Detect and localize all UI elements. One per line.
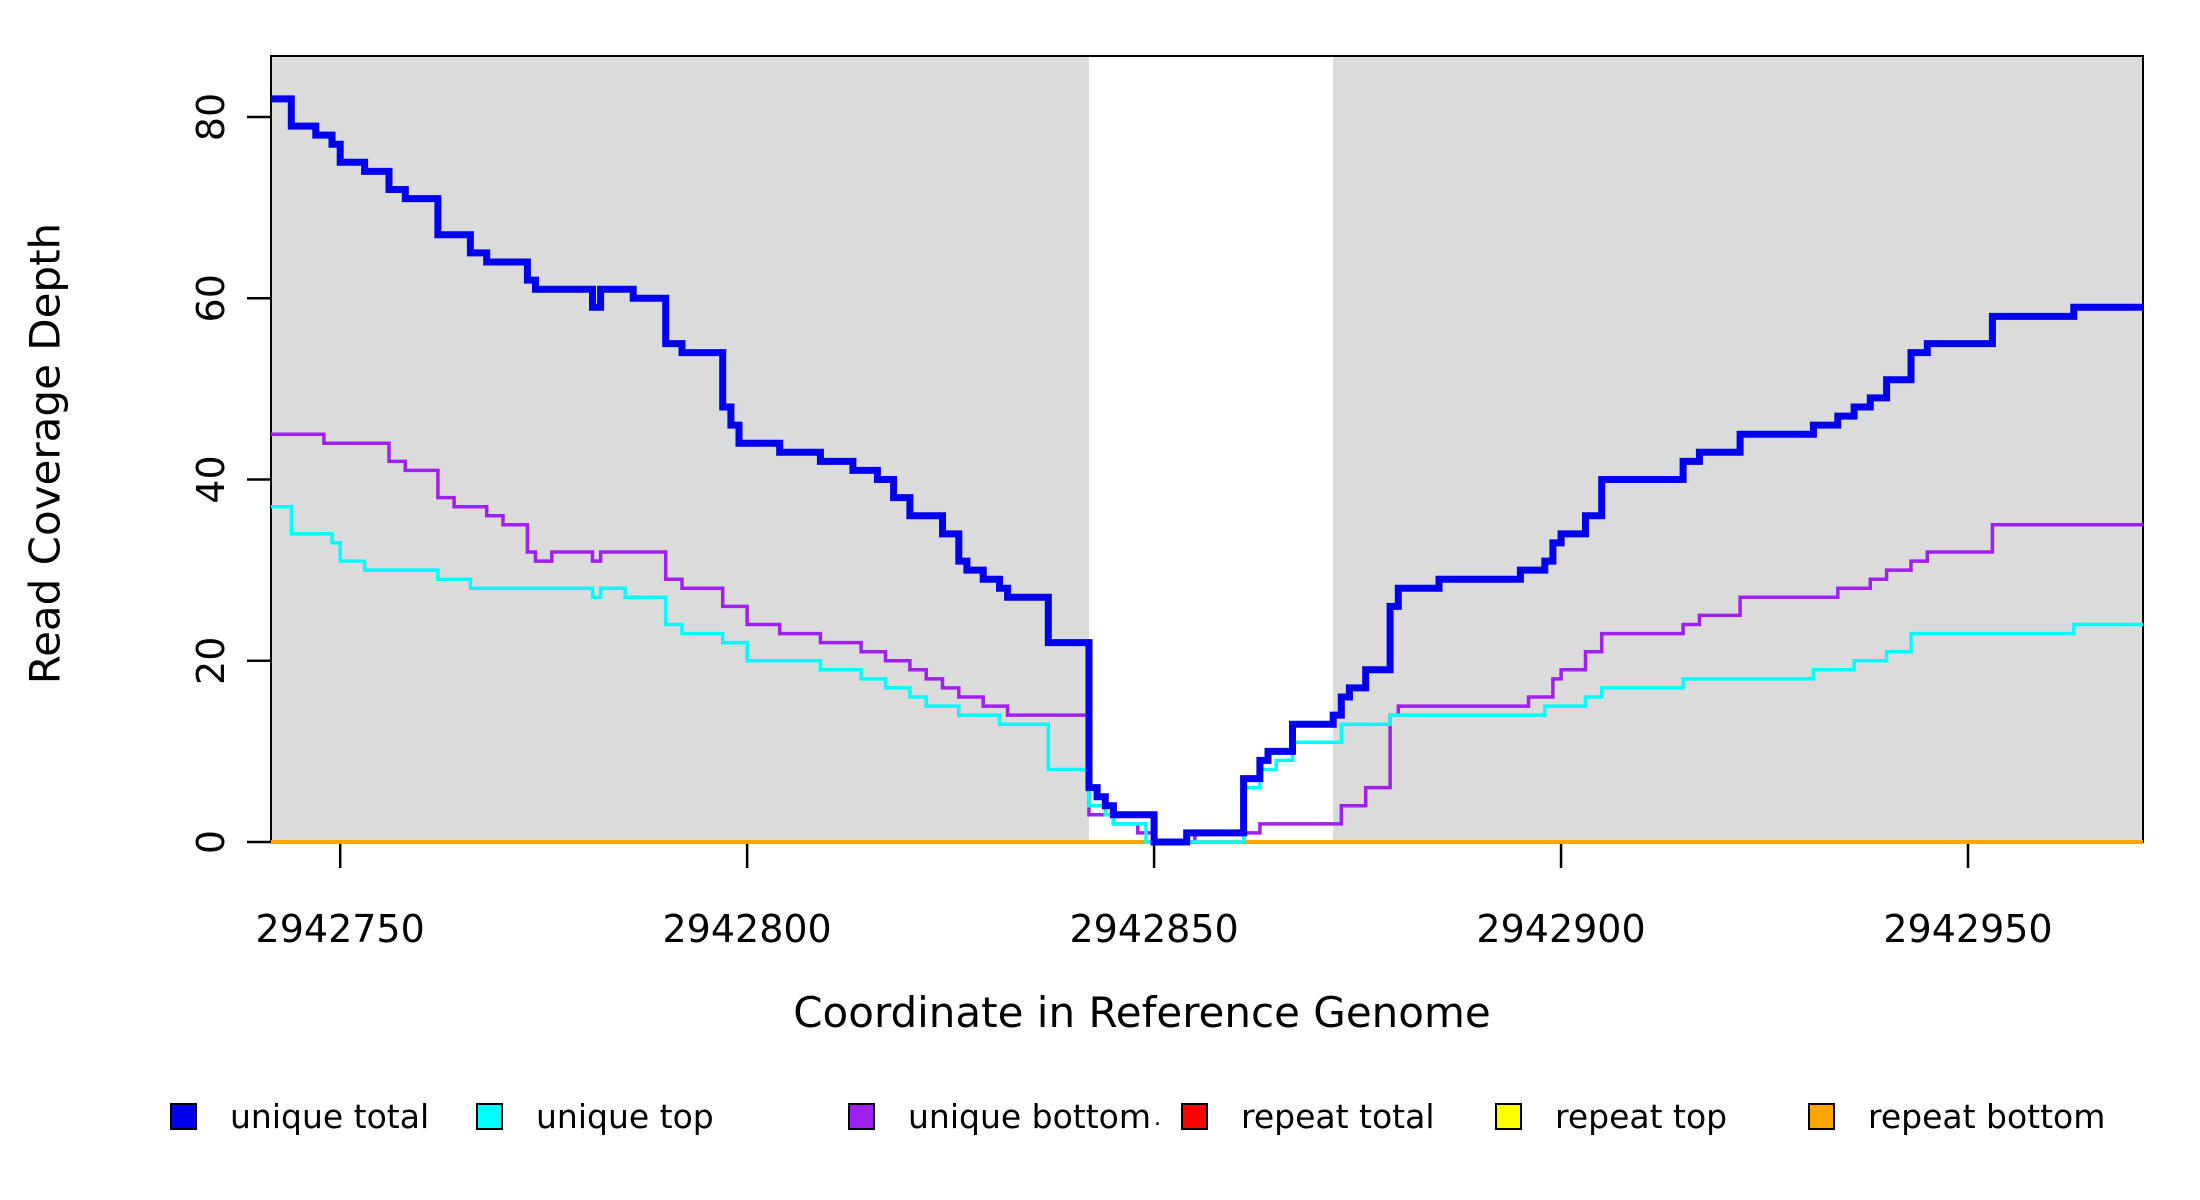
x-tick-label: 2942800 bbox=[663, 907, 832, 951]
series-unique-bottom bbox=[271, 432, 2143, 844]
legend-item-unique-bottom: unique bottom bbox=[848, 1096, 1152, 1136]
x-tick-label: 2942750 bbox=[256, 907, 425, 951]
legend-label: repeat top bbox=[1555, 1096, 1728, 1136]
x-tick-label: 2942950 bbox=[1883, 907, 2052, 951]
series-unique-top bbox=[271, 504, 2143, 844]
legend-label: unique total bbox=[230, 1096, 430, 1136]
unique-bottom-swatch-icon bbox=[848, 1102, 875, 1130]
legend-label: unique bottom bbox=[908, 1096, 1152, 1136]
legend-item-repeat-total: repeat total bbox=[1181, 1096, 1435, 1136]
x-tick-label: 2942900 bbox=[1476, 907, 1645, 951]
repeat-total-swatch-icon bbox=[1181, 1102, 1208, 1130]
x-axis-title: Coordinate in Reference Genome bbox=[793, 988, 1491, 1037]
legend-label: unique top bbox=[536, 1096, 714, 1136]
x-tick-label: 2942850 bbox=[1069, 907, 1238, 951]
repeat-bottom-swatch-icon bbox=[1808, 1102, 1835, 1130]
y-tick-label: 0 bbox=[189, 830, 233, 854]
legend-label: repeat total bbox=[1241, 1096, 1435, 1136]
unique-total-swatch-icon bbox=[170, 1102, 197, 1130]
y-axis-title: Read Coverage Depth bbox=[20, 222, 70, 685]
series-unique-total bbox=[271, 95, 2143, 846]
repeat-top-swatch-icon bbox=[1495, 1102, 1522, 1130]
shaded-region bbox=[271, 56, 1089, 842]
legend-item-repeat-bottom: repeat bottom bbox=[1808, 1096, 2106, 1136]
legend-label: repeat bottom bbox=[1868, 1096, 2106, 1136]
y-tick-label: 20 bbox=[189, 637, 233, 685]
unique-top-swatch-icon bbox=[476, 1102, 503, 1130]
y-tick-label: 60 bbox=[189, 274, 233, 322]
legend-item-repeat-top: repeat top bbox=[1495, 1096, 1728, 1136]
y-tick-label: 40 bbox=[189, 455, 233, 503]
legend-stray-dot: . bbox=[1154, 1106, 1161, 1131]
y-tick-label: 80 bbox=[189, 93, 233, 141]
legend-item-unique-total: unique total bbox=[170, 1096, 430, 1136]
legend-item-unique-top: unique top bbox=[476, 1096, 714, 1136]
